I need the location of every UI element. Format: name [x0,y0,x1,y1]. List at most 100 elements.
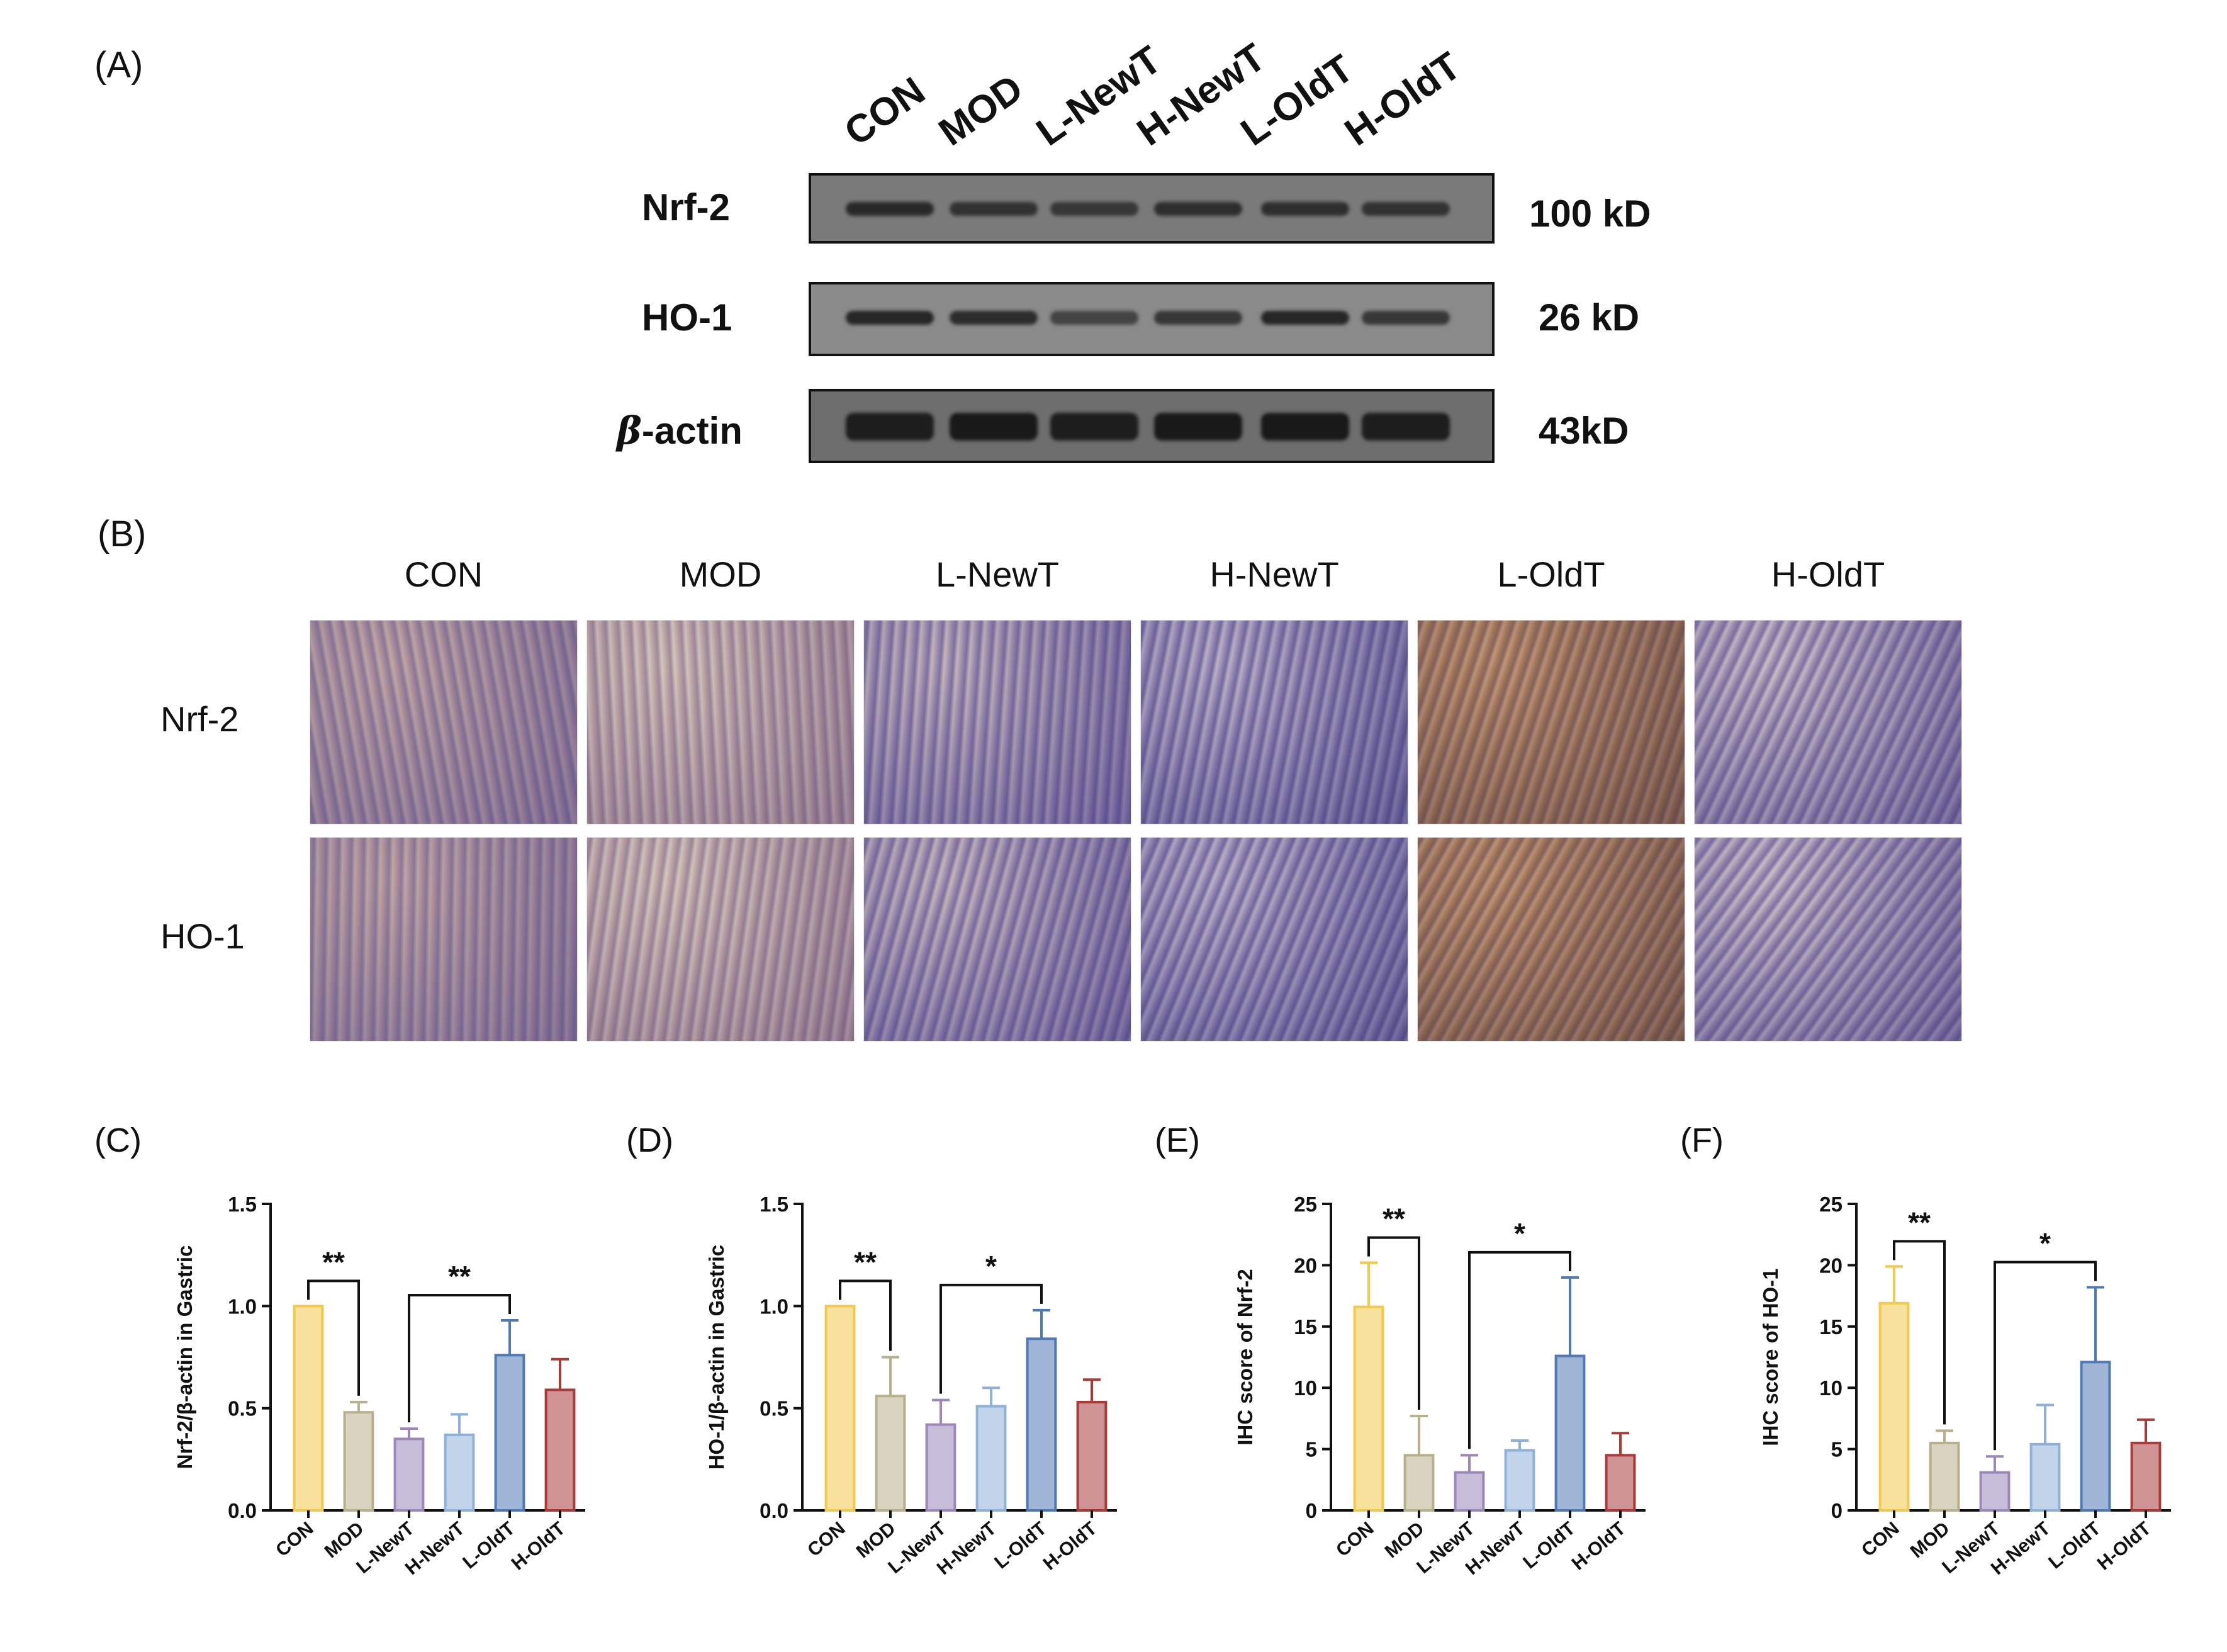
chart-significance-bracket [1367,1236,1420,1410]
chart-bar [293,1305,324,1512]
chart-bar [444,1433,475,1512]
chart-bar [975,1405,1007,1512]
chart-x-tick-label: L-OldT [990,1518,1050,1573]
chart-significance-bracket [1893,1240,1946,1425]
chart-y-tick-label: 0 [1831,1499,1843,1522]
chart-y-tick-label: 1.0 [228,1295,257,1318]
chart-bar [2130,1441,2162,1512]
chart-y-tick-label: 25 [1819,1193,1843,1216]
chart-x-tick-label: H-OldT [1040,1518,1101,1575]
ihc-micrograph [586,620,855,824]
wb-size-ho1: 26 kD [1539,296,1640,339]
chart-y-axis-label: IHC score of HO-1 [1759,1268,1782,1446]
chart-bar [1454,1471,1485,1512]
chart-bar [1076,1400,1108,1512]
chart-x-tick-label: H-OldT [508,1518,569,1575]
wb-size-beta-actin: 43kD [1539,410,1629,452]
chart-y-tick-label: 5 [1306,1438,1317,1461]
bar-chart-1: (D) HO-1/β-actin in Gastric 0.0 0.5 1.0 1.5 CO… [626,1121,1117,1579]
chart-y-axis-label: Nrf-2/β-actin in Gastric [173,1245,196,1469]
chart-bar [1878,1301,1910,1512]
wb-band [1261,202,1349,216]
chart-bar [1403,1454,1435,1512]
ihc-micrograph [863,837,1131,1042]
chart-significance-label: ** [322,1245,345,1278]
wb-row-label-ho1: HO-1 [642,296,732,339]
chart-y-tick-label: 0.5 [228,1397,257,1420]
chart-bar [2029,1442,2061,1512]
wb-lane-label: H-OldT [1337,44,1469,155]
chart-bar [875,1395,906,1512]
chart-panel-label: (D) [626,1121,673,1159]
chart-y-tick-label: 10 [1819,1376,1843,1400]
chart-bar [494,1354,525,1512]
chart-y-tick-label: 1.0 [760,1295,788,1318]
chart-y-tick-label: 5 [1831,1438,1843,1461]
chart-significance-bracket [1994,1261,2097,1451]
chart-bar [1605,1454,1636,1512]
wb-band [846,202,934,216]
chart-panel-label: (E) [1155,1121,1200,1159]
ihc-micrograph [1417,837,1685,1042]
chart-significance-bracket [307,1279,360,1396]
wb-blot-beta-actin [809,389,1495,463]
ihc-micrograph [586,837,855,1042]
ihc-micrograph [863,620,1131,824]
chart-bar [1979,1471,2011,1512]
chart-x-tick-label: CON [804,1518,849,1561]
chart-y-tick-label: 25 [1294,1193,1317,1216]
chart-bar [1504,1449,1535,1512]
wb-band [950,413,1038,441]
wb-band [1050,413,1138,441]
ihc-micrograph [1140,620,1408,824]
chart-significance-label: ** [448,1260,471,1293]
wb-band [1050,311,1138,325]
ihc-column-label: H-NewT [1209,554,1339,594]
chart-y-tick-label: 0.0 [228,1499,257,1522]
chart-panel-label: (C) [94,1121,142,1159]
ihc-micrograph [310,620,578,824]
wb-band [846,311,934,325]
wb-band [950,202,1038,216]
bar-chart-0: (C) Nrf-2/β-actin in Gastric 0.0 0.5 1.0 1.5 C… [94,1121,585,1579]
chart-significance-bracket [408,1294,511,1423]
chart-y-axis-label: IHC score of Nrf-2 [1233,1269,1257,1446]
chart-significance-bracket [839,1279,892,1351]
chart-significance-label: * [985,1250,997,1283]
wb-blot-nrf2 [809,173,1495,244]
ihc-column-label: MOD [679,554,762,594]
wb-lane-label: CON [836,69,933,155]
wb-row-label-beta-actin: β-actin [617,409,743,453]
chart-bar [2080,1361,2111,1512]
wb-band [1362,311,1450,325]
wb-band [1261,311,1349,325]
chart-x-tick-label: CON [1332,1518,1377,1561]
ihc-column-label: H-OldT [1771,554,1885,594]
ihc-row-label: Nrf-2 [160,699,239,739]
chart-significance-label: ** [854,1245,877,1278]
chart-bar [393,1437,425,1512]
wb-row-label-nrf2: Nrf-2 [642,186,731,228]
chart-y-tick-label: 0.5 [760,1397,788,1420]
chart-significance-bracket [1468,1250,1571,1449]
chart-bar [1554,1354,1586,1512]
wb-band [1154,413,1242,441]
chart-bar [925,1423,956,1512]
ihc-micrograph [1694,620,1962,824]
wb-band [1154,311,1242,325]
chart-bar [544,1388,576,1512]
chart-x-tick-label: L-OldT [459,1518,519,1573]
chart-x-tick-label: H-OldT [1568,1518,1630,1575]
chart-significance-label: ** [1383,1203,1405,1235]
chart-bar [1353,1305,1384,1512]
chart-x-tick-label: H-OldT [2094,1518,2155,1575]
ihc-column-label: L-OldT [1497,554,1605,594]
chart-y-tick-label: 10 [1294,1376,1317,1400]
chart-y-tick-label: 0.0 [760,1499,788,1522]
wb-lane-label: MOD [931,66,1031,155]
chart-y-tick-label: 1.5 [228,1193,257,1216]
ihc-column-label: L-NewT [935,554,1060,594]
wb-size-nrf2: 100 kD [1529,193,1651,235]
